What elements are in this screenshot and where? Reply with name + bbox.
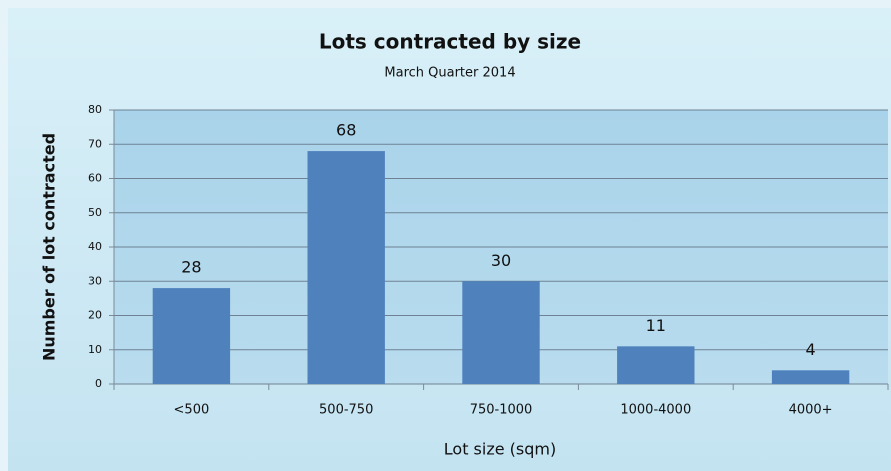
x-axis-title: Lot size (sqm)	[444, 440, 556, 459]
y-tick-label: 70	[88, 137, 102, 150]
y-axis-title: Number of lot contracted	[40, 133, 59, 361]
bar	[462, 281, 540, 384]
data-label: 68	[336, 121, 356, 140]
data-label: 4	[806, 340, 816, 359]
y-tick-label: 60	[88, 172, 102, 185]
y-tick-label: 10	[88, 343, 102, 356]
x-tick-label: 500-750	[319, 403, 373, 418]
y-tick-label: 80	[88, 103, 102, 116]
y-tick-label: 0	[95, 377, 102, 390]
bar	[771, 370, 850, 384]
y-tick-label: 40	[88, 240, 102, 253]
data-label: 30	[491, 251, 511, 270]
bar	[617, 346, 695, 384]
bar	[307, 151, 385, 384]
x-tick-label: 4000+	[789, 403, 833, 418]
x-tick-label: 1000-4000	[620, 403, 691, 418]
data-label: 11	[646, 316, 666, 335]
y-tick-label: 30	[88, 274, 102, 287]
bar	[152, 288, 231, 384]
x-tick-label: <500	[174, 403, 210, 418]
x-tick-label: 750-1000	[470, 403, 533, 418]
chart-subtitle: March Quarter 2014	[384, 66, 515, 81]
data-label: 28	[181, 258, 201, 277]
y-tick-label: 50	[88, 206, 102, 219]
y-tick-label: 20	[88, 309, 102, 322]
chart-title: Lots contracted by size	[319, 30, 581, 54]
